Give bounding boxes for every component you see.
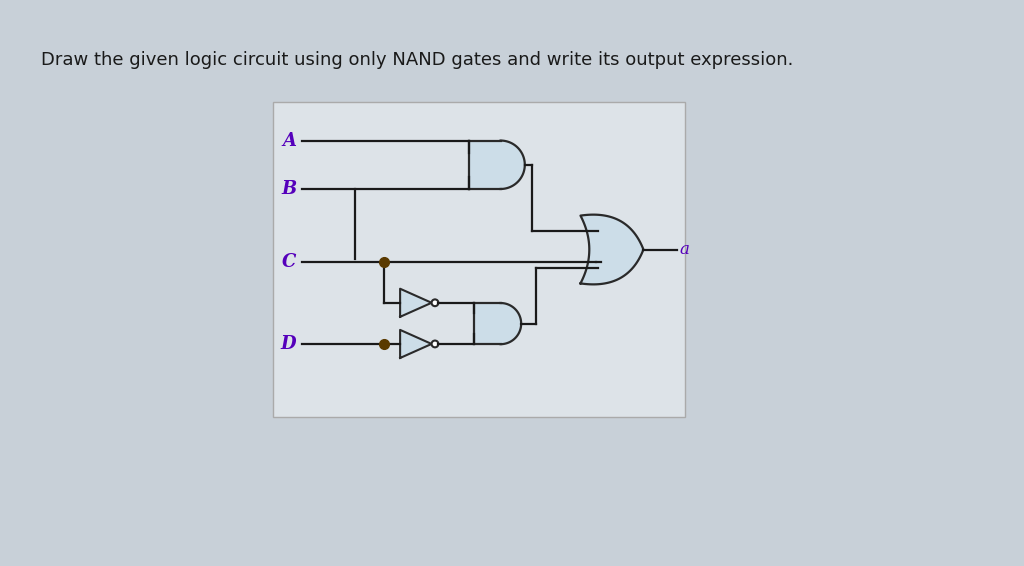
Bar bbox=[474, 303, 501, 344]
Text: C: C bbox=[282, 252, 296, 271]
Text: B: B bbox=[281, 180, 296, 198]
Text: A: A bbox=[283, 131, 296, 149]
Polygon shape bbox=[581, 215, 643, 284]
Polygon shape bbox=[501, 140, 524, 189]
Text: a: a bbox=[680, 241, 689, 258]
Polygon shape bbox=[400, 330, 431, 358]
Bar bbox=[469, 140, 501, 189]
Circle shape bbox=[431, 299, 438, 306]
Text: Draw the given logic circuit using only NAND gates and write its output expressi: Draw the given logic circuit using only … bbox=[41, 51, 794, 69]
Circle shape bbox=[431, 341, 438, 348]
Text: D: D bbox=[281, 335, 296, 353]
Polygon shape bbox=[501, 303, 521, 344]
FancyBboxPatch shape bbox=[273, 102, 685, 417]
Polygon shape bbox=[400, 289, 431, 317]
